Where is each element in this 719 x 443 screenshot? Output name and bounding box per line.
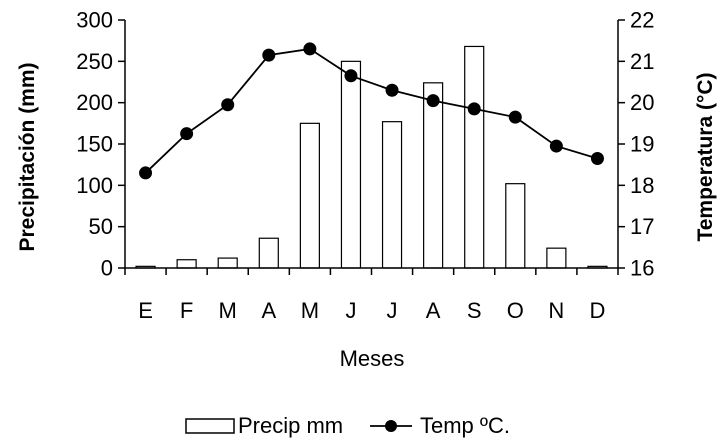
- precip-bars: [135, 45, 608, 269]
- temp-point: [262, 48, 276, 62]
- x-tick-label: N: [548, 298, 564, 323]
- left-axis-ticks: 0 50 100 150 200 250 300: [76, 8, 125, 281]
- precip-bar: [423, 82, 444, 269]
- x-axis-title: Meses: [340, 346, 405, 371]
- temp-point: [221, 98, 235, 112]
- y2-tick-label: 16: [630, 256, 654, 281]
- y-tick-label: 250: [76, 49, 113, 74]
- y2-tick-label: 17: [630, 214, 654, 239]
- x-tick-label: D: [590, 298, 606, 323]
- temp-point: [549, 139, 563, 153]
- y2-tick-label: 22: [630, 8, 654, 33]
- y2-axis-title: Temperatura (°C): [694, 72, 717, 241]
- y-tick-label: 200: [76, 90, 113, 115]
- temp-point: [467, 102, 481, 116]
- temp-series-line: [144, 47, 598, 174]
- x-tick-label: J: [387, 298, 398, 323]
- x-tick-label: S: [467, 298, 482, 323]
- y-tick-label: 150: [76, 132, 113, 157]
- axes: [124, 20, 619, 269]
- temp-point: [590, 151, 604, 165]
- x-tick-label: E: [138, 298, 153, 323]
- legend: Precip mm Temp ºC.: [185, 413, 510, 438]
- y2-tick-label: 21: [630, 49, 654, 74]
- temp-point: [180, 127, 194, 141]
- precip-bar: [505, 183, 526, 269]
- temp-point: [385, 83, 399, 97]
- x-tick-label: A: [426, 298, 441, 323]
- x-tick-label: M: [301, 298, 319, 323]
- legend-precip-label: Precip mm: [238, 413, 343, 438]
- precip-bar: [464, 45, 485, 269]
- x-tick-label: O: [507, 298, 524, 323]
- y-tick-label: 300: [76, 8, 113, 33]
- precip-bar: [299, 122, 320, 269]
- temp-point: [139, 166, 153, 180]
- legend-bar-swatch: [185, 418, 235, 434]
- x-tick-label: A: [261, 298, 276, 323]
- temp-point: [303, 42, 317, 56]
- temp-line: [139, 42, 604, 180]
- precip-bar: [258, 237, 279, 269]
- y2-tick-label: 18: [630, 173, 654, 198]
- temp-point: [508, 110, 522, 124]
- x-tick-label: M: [219, 298, 237, 323]
- right-axis-ticks: 16 17 18 19 20 21 22: [618, 8, 654, 281]
- y-axis-title: Precipitación (mm): [16, 62, 39, 251]
- y-tick-label: 50: [89, 214, 113, 239]
- precip-bar: [381, 121, 403, 269]
- y2-tick-label: 19: [630, 132, 654, 157]
- y2-tick-label: 20: [630, 90, 654, 115]
- precip-bar: [217, 257, 238, 269]
- x-tick-label: J: [345, 298, 356, 323]
- precip-bar: [340, 60, 362, 269]
- y-tick-label: 100: [76, 173, 113, 198]
- legend-temp-label: Temp ºC.: [420, 413, 510, 438]
- temp-point: [344, 69, 358, 83]
- legend-line-marker: [385, 420, 397, 432]
- precip-bar: [176, 259, 197, 269]
- precip-bar: [546, 247, 567, 269]
- y-tick-label: 0: [101, 256, 113, 281]
- temp-point: [426, 94, 440, 108]
- x-tick-label: F: [180, 298, 193, 323]
